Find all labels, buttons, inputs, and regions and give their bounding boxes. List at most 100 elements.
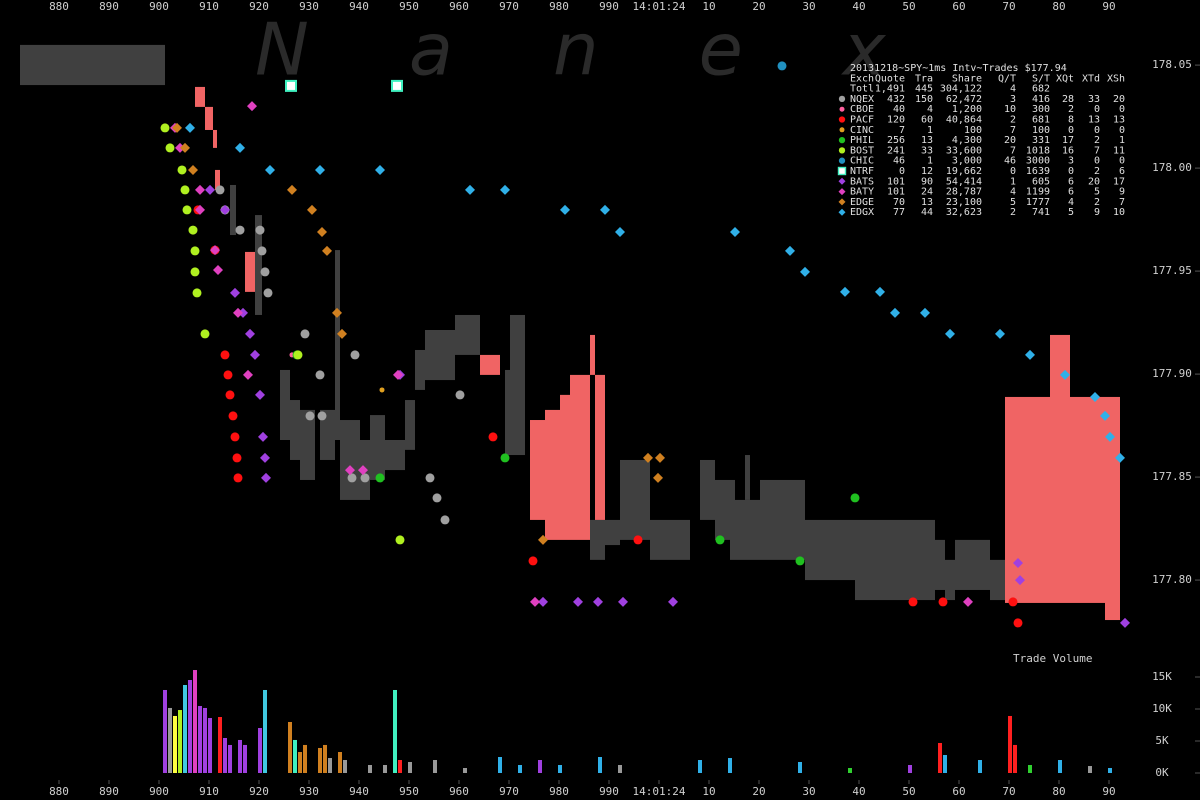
trade-point [255, 389, 265, 400]
legend-cell: 256 [887, 135, 905, 146]
legend-cell: 2 [1010, 115, 1016, 126]
x-tick-label: 930 [299, 0, 319, 13]
x-tick-label: 900 [149, 785, 169, 798]
x-tick-label: 950 [399, 785, 419, 798]
legend-cell: 0 [1068, 125, 1074, 136]
trade-point [235, 142, 245, 153]
x-tick-label: 990 [599, 0, 619, 13]
x-tick-label: 14:01:24 [633, 785, 686, 798]
quote-range [620, 459, 650, 540]
crossed-range [545, 409, 560, 540]
volume-area: Trade Volume [163, 652, 1112, 773]
legend-cell: 17 [1113, 176, 1125, 187]
volume-bar [293, 739, 297, 773]
legend-marker [838, 188, 846, 196]
quote-range [300, 409, 315, 480]
trade-point [668, 596, 678, 607]
trade-point [188, 225, 198, 235]
legend-label: CINC [850, 125, 874, 136]
trade-point [1025, 349, 1035, 360]
trade-point [223, 370, 233, 380]
legend-cell: 11 [1113, 145, 1125, 156]
legend-cell: 33 [1088, 94, 1100, 105]
legend-cell: 60 [921, 115, 933, 126]
legend-cell: 16 [1062, 145, 1074, 156]
volume-bar [228, 744, 232, 773]
trade-point [500, 453, 510, 463]
quote-range [320, 409, 335, 460]
legend-marker [837, 166, 847, 176]
x-tick-label: 80 [1052, 0, 1065, 13]
trade-point [1100, 410, 1110, 421]
volume-bar [168, 707, 172, 773]
volume-bar [328, 758, 332, 773]
plot-area [20, 44, 1130, 628]
legend-cell: 5 [1068, 207, 1074, 218]
y-tick-label: 0K [1155, 766, 1169, 779]
trade-point [213, 265, 223, 276]
x-tick-label: 90 [1102, 0, 1115, 13]
legend-header: XQt [1056, 73, 1074, 84]
trade-point [488, 432, 498, 442]
legend-total-label: Totl [850, 84, 874, 95]
legend-total-cell: 682 [1032, 84, 1050, 95]
legend-label: NQEX [850, 94, 874, 105]
legend-label: PHIL [850, 135, 874, 146]
legend-cell: 3 [1010, 94, 1016, 105]
crossed-range [595, 374, 605, 520]
trade-point [220, 350, 230, 360]
y-tick-label: 177.80 [1152, 573, 1192, 586]
legend-label: BATY [850, 187, 874, 198]
volume-bar [198, 705, 202, 773]
legend-cell: 1199 [1026, 187, 1050, 198]
crossed-range [590, 334, 595, 375]
trade-point [263, 288, 273, 298]
legend-cell: 331 [1032, 135, 1050, 146]
quote-range [650, 519, 690, 560]
trade-point [375, 164, 385, 175]
trade-point [180, 185, 190, 195]
volume-bar [288, 721, 292, 773]
legend-table: 20131218~SPY~1ms Intv~Trades $177.94Exch… [837, 63, 1125, 218]
legend-cell: 13 [1088, 115, 1100, 126]
legend-cell: 2 [1094, 166, 1100, 177]
legend-cell: 12 [921, 166, 933, 177]
trade-point [379, 387, 385, 393]
legend-cell: 1 [1010, 176, 1016, 187]
legend-header: S/T [1032, 73, 1050, 84]
volume-bar [383, 765, 387, 773]
legend-cell: 9 [1094, 207, 1100, 218]
legend-cell: 2 [1094, 197, 1100, 208]
trade-point [425, 473, 435, 483]
trade-point [180, 142, 190, 153]
crossed-range [1005, 396, 1050, 603]
volume-bar [978, 760, 982, 773]
trade-point [890, 307, 900, 318]
x-tick-label: 80 [1052, 785, 1065, 798]
legend-cell: 46 [893, 156, 905, 167]
legend-cell: 4 [1068, 197, 1074, 208]
crossed-range [560, 394, 570, 540]
legend-cell: 7 [1010, 145, 1016, 156]
volume-bar [398, 760, 402, 773]
legend-label: NTRF [850, 166, 874, 177]
legend-header: XTd [1082, 73, 1100, 84]
legend-total-cell: 4 [1010, 84, 1016, 95]
trade-point [995, 328, 1005, 339]
x-tick-label: 880 [49, 0, 69, 13]
trade-point [795, 556, 805, 566]
x-tick-label: 890 [99, 0, 119, 13]
quote-range [405, 400, 415, 450]
legend-cell: 300 [1032, 104, 1050, 115]
legend-cell: 20 [1113, 94, 1125, 105]
legend-cell: 416 [1032, 94, 1050, 105]
x-tick-label: 50 [902, 0, 915, 13]
trade-point [228, 411, 238, 421]
quote-range [230, 184, 236, 236]
trade-point [200, 329, 210, 339]
volume-bar [303, 744, 307, 773]
trade-point [258, 431, 268, 442]
volume-bar [908, 765, 912, 773]
trade-point [715, 535, 725, 545]
volume-bar [238, 739, 242, 773]
